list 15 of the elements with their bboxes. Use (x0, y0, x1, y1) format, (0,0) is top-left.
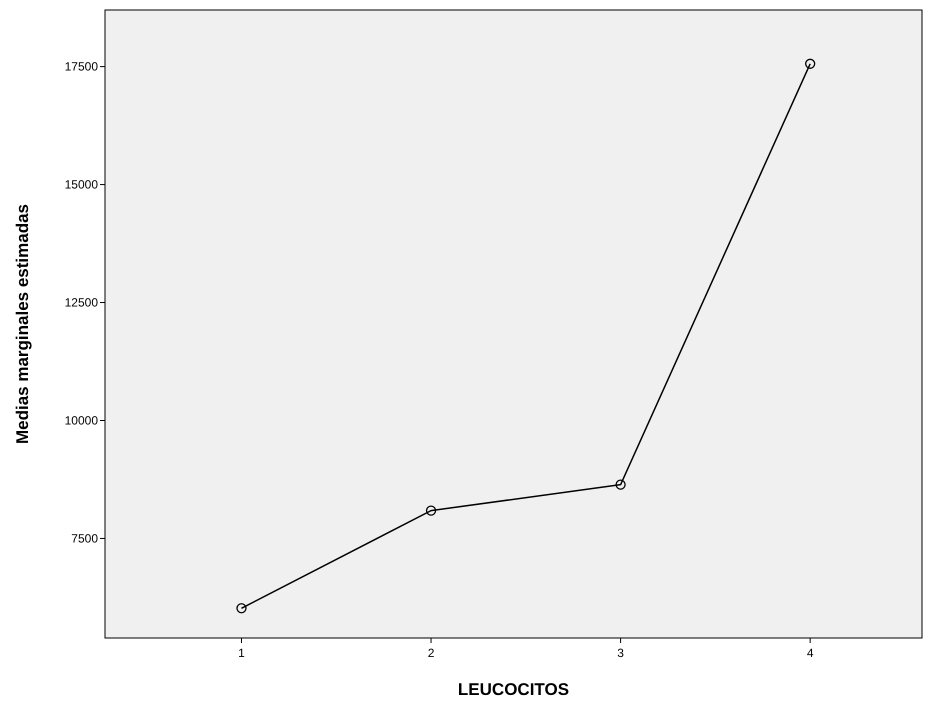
x-axis-title: LEUCOCITOS (458, 680, 570, 699)
y-tick-label: 7500 (71, 531, 98, 546)
y-tick-label: 15000 (64, 178, 98, 192)
x-tick-label: 4 (806, 646, 814, 660)
y-axis-title: Medias marginales estimadas (13, 204, 32, 444)
x-tick-label: 1 (238, 646, 246, 660)
y-tick-label: 17500 (64, 60, 98, 74)
point (615, 480, 626, 490)
point (805, 58, 816, 69)
y-tick-label: 12500 (64, 296, 98, 310)
x-tick-label: 3 (617, 646, 624, 660)
point (426, 505, 436, 516)
x-tick-label: 2 (428, 646, 435, 660)
y-tick-label: 10000 (64, 413, 98, 428)
point (236, 603, 247, 614)
